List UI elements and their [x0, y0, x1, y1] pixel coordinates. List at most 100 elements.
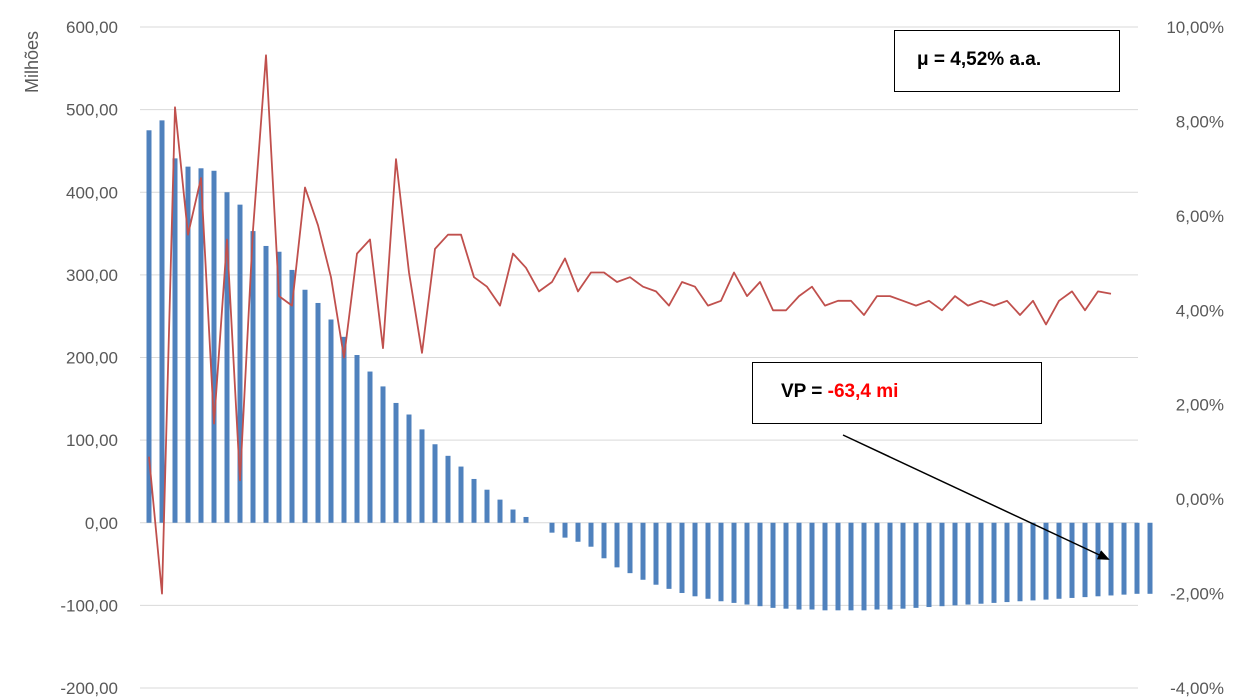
mu-annotation-box: μ = 4,52% a.a.: [894, 30, 1120, 92]
right-tick-label: 2,00%: [1176, 396, 1224, 415]
bar: [419, 429, 425, 523]
bar: [861, 522, 867, 611]
bar: [692, 522, 698, 597]
bar: [627, 522, 633, 574]
bar: [939, 522, 945, 607]
bar: [731, 522, 737, 603]
bar: [848, 522, 854, 611]
bar: [926, 522, 932, 608]
right-tick-label: -4,00%: [1170, 679, 1224, 698]
left-tick-label: 0,00: [85, 514, 118, 533]
bar: [666, 522, 672, 589]
right-tick-label: -2,00%: [1170, 585, 1224, 604]
bar: [783, 522, 789, 609]
bar: [146, 130, 152, 523]
left-tick-label: -100,00: [60, 596, 118, 615]
bar: [328, 319, 334, 523]
vp-annotation-value: -63,4 mi: [827, 381, 899, 402]
bar: [224, 192, 230, 523]
bar: [653, 522, 659, 585]
bar: [458, 466, 464, 523]
bar: [978, 522, 984, 604]
right-tick-label: 4,00%: [1176, 301, 1224, 320]
bar: [445, 455, 451, 523]
bar: [718, 522, 724, 602]
left-tick-label: 400,00: [66, 183, 118, 202]
right-tick-label: 6,00%: [1176, 207, 1224, 226]
left-tick-label: 300,00: [66, 266, 118, 285]
bar: [601, 522, 607, 559]
arrow-line: [842, 434, 1110, 560]
y-axis-title: Milhões: [22, 31, 42, 93]
line-series: [148, 54, 1112, 595]
bar: [991, 522, 997, 603]
bar: [354, 355, 360, 523]
bar: [484, 489, 490, 523]
bar: [549, 522, 555, 533]
bar-series: [146, 120, 1153, 611]
bar: [822, 522, 828, 611]
bar: [341, 336, 347, 523]
bar: [913, 522, 919, 608]
bar: [1121, 522, 1127, 595]
bar: [393, 402, 399, 523]
bar: [406, 414, 412, 523]
bar: [510, 509, 516, 523]
bar: [237, 204, 243, 523]
bar: [614, 522, 620, 568]
bar: [289, 269, 295, 523]
bar: [575, 522, 581, 542]
bar: [1056, 522, 1062, 599]
bar: [562, 522, 568, 538]
left-tick-label: 500,00: [66, 101, 118, 120]
bar: [1030, 522, 1036, 601]
right-axis-ticks: 10,00% 8,00% 6,00% 4,00% 2,00% 0,00% -2,00% -4,…: [1166, 18, 1224, 698]
bar: [432, 444, 438, 523]
bar: [796, 522, 802, 610]
bar: [380, 386, 386, 523]
bar: [809, 522, 815, 610]
right-tick-label: 8,00%: [1176, 112, 1224, 131]
right-tick-label: 0,00%: [1176, 490, 1224, 509]
bar: [757, 522, 763, 607]
bar: [640, 522, 646, 580]
bar: [159, 120, 165, 523]
left-tick-label: -200,00: [60, 679, 118, 698]
bar: [198, 168, 204, 523]
bar: [679, 522, 685, 593]
bar: [367, 371, 373, 523]
bar: [276, 251, 282, 523]
bar: [874, 522, 880, 610]
bar: [302, 289, 308, 523]
bar: [887, 522, 893, 610]
bar: [250, 231, 256, 523]
rate-line: [148, 54, 1112, 595]
bar: [835, 522, 841, 611]
vp-annotation-prefix: VP =: [781, 381, 828, 402]
bar: [1095, 522, 1101, 597]
bar: [1017, 522, 1023, 602]
mu-annotation-text: μ = 4,52% a.a.: [917, 49, 1042, 70]
bar: [1069, 522, 1075, 598]
bar: [965, 522, 971, 605]
bar: [1147, 522, 1153, 594]
bar: [1082, 522, 1088, 598]
bar: [1004, 522, 1010, 603]
bar: [588, 522, 594, 547]
bar: [523, 516, 529, 523]
left-tick-label: 100,00: [66, 431, 118, 450]
left-tick-label: 200,00: [66, 349, 118, 368]
bar: [315, 302, 321, 523]
bar: [1043, 522, 1049, 600]
left-axis-ticks: 600,00 500,00 400,00 300,00 200,00 100,00 0,00…: [60, 18, 118, 698]
bar: [263, 245, 269, 523]
vp-annotation-box: VP = -63,4 mi: [752, 362, 1042, 424]
bar: [471, 478, 477, 523]
bar: [211, 170, 217, 523]
bar: [1134, 522, 1140, 594]
bar: [952, 522, 958, 606]
bar: [185, 166, 191, 523]
bar: [172, 158, 178, 523]
